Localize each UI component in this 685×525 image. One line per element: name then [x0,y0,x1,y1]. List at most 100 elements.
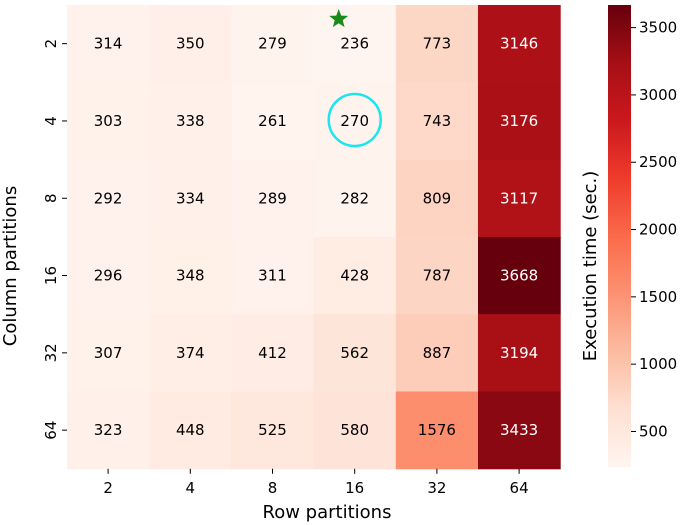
heatmap-cell [313,236,397,315]
colorbar-ticks: 500 1000 1500 2000 2500 3000 3500 [631,19,677,440]
cell-value-label: 3146 [500,35,538,53]
colorbar-tick-label: 2500 [639,153,677,171]
cell-value-label: 338 [176,112,205,130]
heatmap-cell [149,5,232,83]
cell-value-label: 787 [423,267,452,285]
colorbar-tick-label: 3000 [639,86,677,104]
cell-value-label: 314 [94,35,123,53]
x-axis-title: Row partitions [263,502,392,523]
heatmap-cell [149,236,232,315]
heatmap-cell-labels: 314 350 279 236 773 3146 303 338 261 270 743 3176 29… [94,35,538,439]
cell-value-label: 334 [176,189,205,207]
heatmap-cell [478,391,561,470]
y-axis-title: Column partitions [0,186,21,346]
highlight-circle-marker [327,92,382,148]
heatmap-cell [231,5,315,83]
cell-value-label: 279 [258,35,287,53]
heatmap-cell [231,391,315,470]
heatmap-cell [67,236,150,315]
heatmap-cell [395,314,479,392]
cell-value-label: 270 [340,112,369,130]
cell-value-label: 3176 [500,112,538,130]
cell-value-label: 323 [94,421,123,439]
heatmap-cell [478,314,561,392]
heatmap-cell [67,159,150,238]
heatmap-cell [395,159,479,238]
colorbar [608,5,631,467]
heatmap-cell [313,5,397,83]
cell-value-label: 428 [340,267,369,285]
cell-value-label: 296 [94,267,123,285]
heatmap-cell [313,159,397,238]
heatmap-cell [478,159,561,238]
cell-value-label: 3117 [500,189,538,207]
cell-value-label: 311 [258,267,287,285]
cell-value-label: 236 [340,35,369,53]
x-tick-label: 2 [103,479,113,497]
colorbar-title: Execution time (sec.) [580,171,601,362]
cell-value-label: 3194 [500,344,538,362]
colorbar-tick-label: 500 [639,422,668,440]
y-tick-label: 64 [42,421,60,440]
heatmap-cell [149,314,232,392]
cell-value-label: 292 [94,189,123,207]
cell-value-label: 1576 [418,421,456,439]
x-tick-label: 8 [268,479,278,497]
colorbar-tick-label: 1500 [639,288,677,306]
heatmap-cell [67,82,150,161]
colorbar-tick-label: 3500 [639,19,677,37]
cell-value-label: 3668 [500,267,538,285]
heatmap-cell [149,391,232,470]
y-tick-label: 4 [42,116,60,126]
heatmap-cell [231,236,315,315]
heatmap-cell [395,236,479,315]
cell-value-label: 348 [176,267,205,285]
cell-value-label: 743 [423,112,452,130]
heatmap-cell [395,391,479,470]
heatmap-cell [231,159,315,238]
cell-value-label: 350 [176,35,205,53]
cell-value-label: 261 [258,112,287,130]
cell-value-label: 289 [258,189,287,207]
highlight-markers [327,9,382,148]
heatmap-cell [149,82,232,161]
heatmap-cell [478,5,561,83]
y-tick-label: 2 [42,39,60,49]
heatmap-cell [67,314,150,392]
heatmap-cell [313,314,397,392]
cell-value-label: 3433 [500,421,538,439]
cell-value-label: 448 [176,421,205,439]
heatmap-cell [67,5,150,83]
cell-value-label: 809 [423,189,452,207]
best-star-marker [329,9,349,28]
heatmap-cell [395,82,479,161]
y-tick-label: 32 [42,343,60,362]
y-axis-ticks: 2 4 8 16 32 64 [42,39,67,440]
heatmap-cell [395,5,479,83]
x-tick-label: 4 [186,479,196,497]
y-tick-label: 8 [42,193,60,203]
cell-value-label: 887 [423,344,452,362]
heatmap-cells [67,5,561,470]
heatmap-cell [478,82,561,161]
heatmap-cell [149,159,232,238]
colorbar-tick-label: 1000 [639,355,677,373]
cell-value-label: 562 [340,344,369,362]
cell-value-label: 580 [340,421,369,439]
cell-value-label: 773 [423,35,452,53]
cell-value-label: 525 [258,421,287,439]
x-tick-label: 64 [510,479,529,497]
heatmap-cell [313,391,397,470]
cell-value-label: 307 [94,344,123,362]
colorbar-tick-label: 2000 [639,221,677,239]
heatmap-cell [231,82,315,161]
x-tick-label: 16 [345,479,364,497]
heatmap-cell [478,236,561,315]
cell-value-label: 412 [258,344,287,362]
cell-value-label: 303 [94,112,123,130]
heatmap-cell [67,391,150,470]
x-tick-label: 32 [427,479,446,497]
x-axis-ticks: 2 4 8 16 32 64 [103,468,529,497]
cell-value-label: 374 [176,344,205,362]
